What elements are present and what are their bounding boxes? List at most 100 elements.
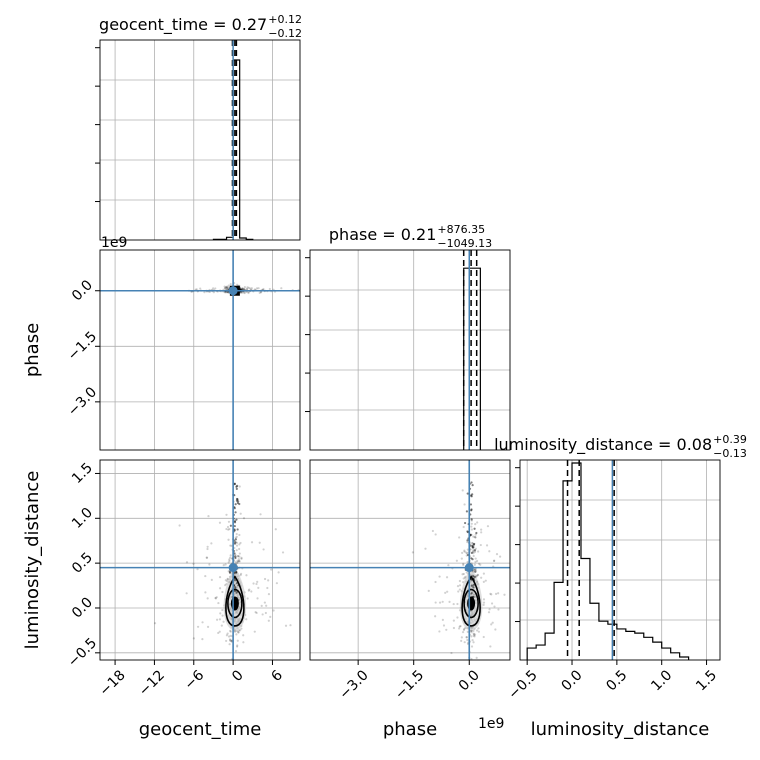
sample-point	[228, 558, 231, 561]
sample-point	[482, 601, 486, 604]
sample-point-dense	[463, 521, 467, 525]
x-axis-phase: −3.0 −1.5 0.0	[336, 660, 483, 703]
sample-point	[488, 608, 491, 611]
sample-point	[272, 609, 275, 612]
x-axis-geocent_time: −18 −12 −6 0 6	[96, 660, 286, 700]
sample-point	[441, 618, 444, 621]
sample-point	[229, 544, 232, 547]
sample-point	[201, 621, 204, 624]
sample-point	[458, 584, 462, 587]
sample-point	[240, 556, 243, 559]
sample-point	[250, 287, 253, 290]
sample-point	[243, 288, 246, 291]
sample-point	[229, 634, 232, 637]
sample-point	[465, 636, 468, 639]
sample-point	[242, 517, 246, 520]
sample-point-dense	[235, 499, 239, 502]
sample-point	[178, 524, 181, 527]
sample-point	[475, 629, 479, 632]
sample-point	[233, 552, 236, 555]
sample-point	[238, 552, 241, 555]
sample-point	[235, 532, 238, 536]
sample-point-dense	[234, 541, 237, 544]
sample-point	[488, 550, 491, 553]
x-tick-label: 0.0	[456, 667, 483, 694]
sample-point	[452, 602, 455, 606]
sample-point	[267, 619, 270, 622]
sample-point	[238, 555, 241, 558]
sample-point	[466, 548, 469, 551]
sample-point-dense	[228, 571, 232, 574]
sample-point	[260, 604, 263, 608]
sample-point	[239, 291, 242, 294]
sample-point	[463, 627, 466, 631]
sample-point	[261, 613, 264, 616]
sample-point	[218, 630, 221, 633]
sample-point	[265, 604, 268, 607]
sample-point	[239, 541, 242, 545]
sample-point	[263, 601, 266, 604]
sample-point	[234, 650, 238, 653]
y-tick-label: 0.0	[69, 594, 96, 621]
sample-point	[493, 605, 496, 608]
sample-point	[229, 554, 232, 557]
y-tick-label: 1.5	[69, 460, 96, 487]
sample-point	[235, 549, 238, 552]
sample-point	[206, 597, 209, 600]
sample-point	[472, 641, 475, 644]
sample-point	[446, 590, 449, 593]
sample-point	[274, 528, 277, 531]
sample-point	[267, 593, 271, 596]
sample-point	[456, 585, 460, 588]
sample-point	[185, 561, 189, 564]
sample-point	[471, 542, 474, 545]
sample-point	[434, 580, 437, 584]
sample-point	[212, 291, 215, 294]
sample-point	[228, 527, 231, 531]
sample-point	[201, 637, 204, 641]
sample-point	[469, 629, 472, 633]
sample-point	[475, 574, 479, 578]
sample-point-dense	[472, 586, 475, 589]
sample-point	[225, 513, 228, 516]
sample-point	[473, 635, 476, 638]
sample-point	[480, 576, 483, 579]
sample-point	[212, 287, 215, 290]
sample-point	[482, 598, 486, 601]
sample-point	[223, 285, 226, 288]
sample-point	[205, 556, 208, 559]
sample-point	[207, 515, 210, 518]
sample-point	[476, 521, 479, 524]
sample-point	[470, 522, 473, 525]
sample-point	[470, 525, 473, 528]
sample-point	[224, 287, 227, 290]
sample-point	[241, 291, 244, 294]
sample-point	[236, 559, 239, 562]
sample-point	[243, 285, 246, 289]
sample-point	[238, 543, 241, 546]
sample-point	[248, 588, 251, 591]
sample-point-dense	[473, 575, 476, 579]
sample-point	[242, 634, 245, 637]
title-main: luminosity_distance = 0.08	[494, 435, 712, 455]
sample-point	[480, 528, 483, 531]
y-tick-label: −3.0	[65, 384, 100, 419]
sample-point	[476, 559, 479, 563]
panel-border	[519, 459, 721, 661]
y-tick-label: 1.0	[69, 505, 96, 532]
histogram-panel-geocent_time	[95, 39, 301, 241]
sample-point	[220, 624, 223, 627]
sample-point	[185, 592, 188, 595]
sample-point	[472, 632, 475, 635]
sample-point	[247, 589, 250, 592]
sample-point-dense	[234, 555, 237, 558]
sample-point-dense	[470, 557, 473, 560]
sample-point	[239, 574, 242, 577]
histogram-step	[463, 267, 481, 450]
sample-point	[221, 614, 224, 617]
sample-point	[225, 286, 228, 289]
title-plus: +876.35	[437, 223, 485, 236]
sample-point	[503, 593, 506, 596]
sample-point	[222, 564, 225, 567]
sample-point	[471, 541, 474, 545]
